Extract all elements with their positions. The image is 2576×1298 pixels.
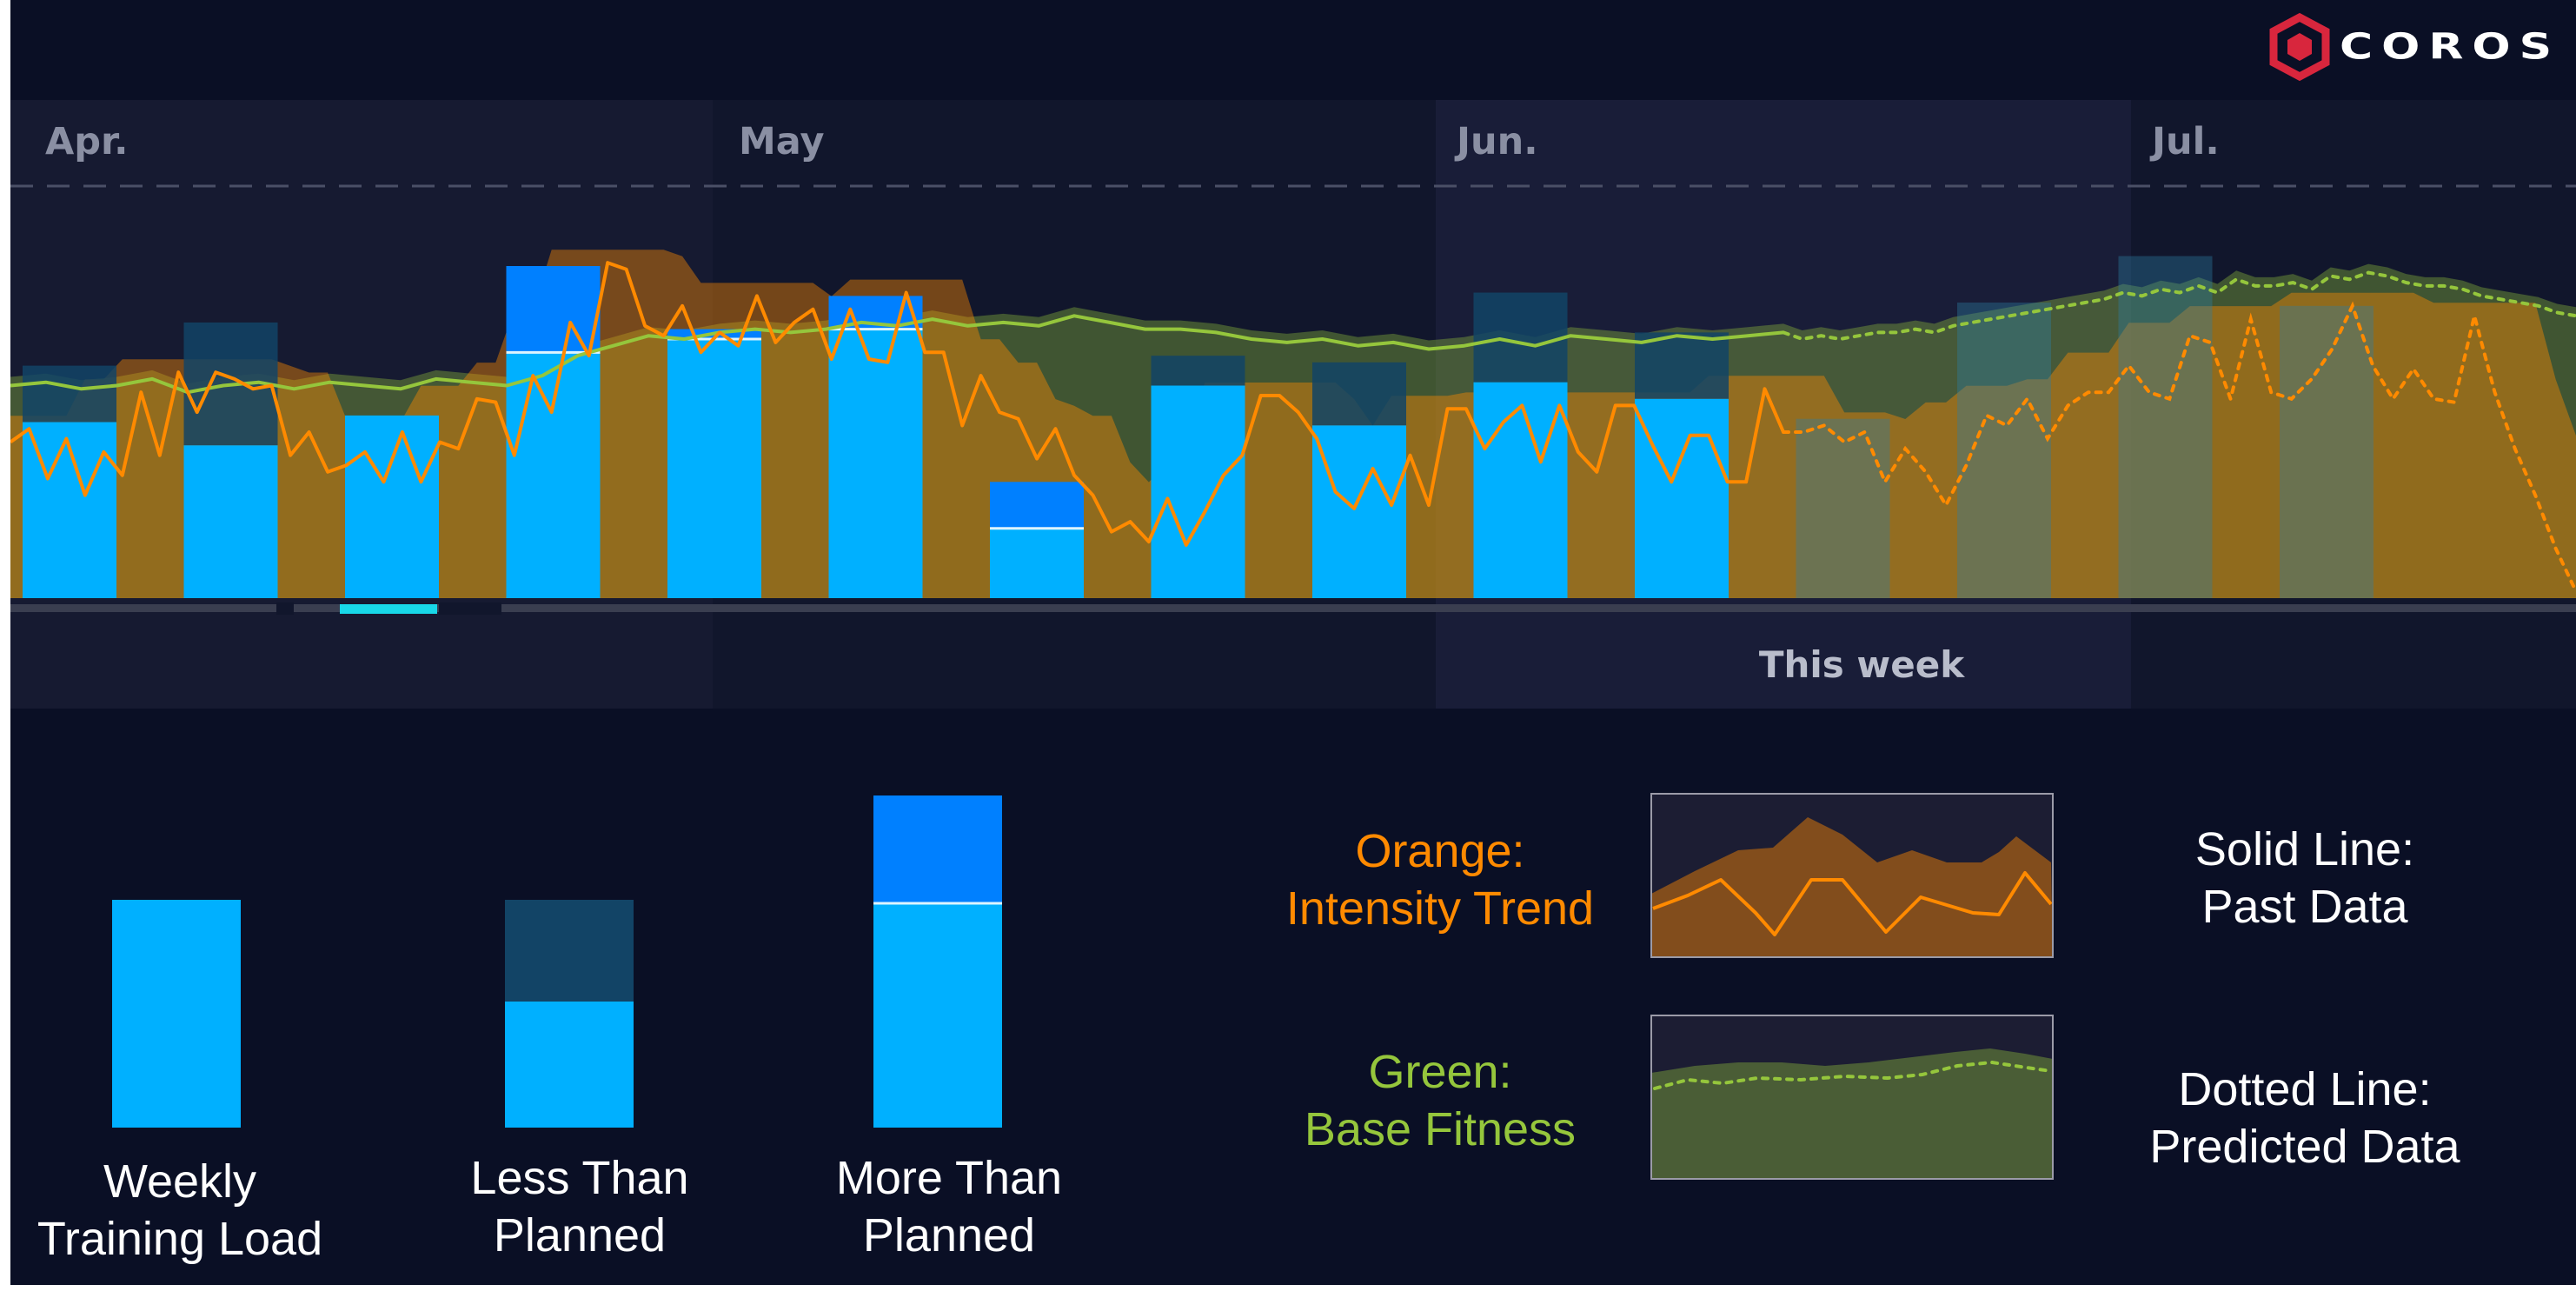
over-planned	[506, 266, 601, 353]
fitness-sample-fill	[1651, 1048, 2053, 1179]
fitness-sample-dotted-line	[1653, 1060, 2053, 1090]
intensity-sample-fill	[1651, 817, 2053, 957]
planned-bar-future	[2118, 256, 2213, 598]
legend-graphics	[112, 793, 2054, 1180]
week-bar-15	[2280, 305, 2374, 598]
timeline-gap-1	[276, 602, 294, 615]
week-bar-13	[1957, 303, 2051, 598]
month-label-may: May	[739, 120, 825, 163]
legend-less-planned-top	[505, 900, 634, 1002]
legend-solid-line2: Past Data	[2201, 881, 2408, 933]
timeline-track	[10, 604, 2576, 612]
week-bar-3	[345, 415, 439, 598]
base-fitness-fill	[10, 263, 2576, 598]
selected-week-marker	[340, 604, 437, 614]
week-bar-1	[23, 365, 116, 598]
intensity-sample-line	[1652, 871, 2053, 936]
chart-frame: Apr. May Jun. Jul. This week COROS Weekl…	[10, 0, 2576, 1285]
planned-remaining	[1312, 362, 1406, 426]
week-bar-2	[183, 322, 278, 598]
legend-solid-line-label: Solid Line: Past Data	[2105, 821, 2505, 935]
intensity-sample-border	[1650, 793, 2054, 958]
legend-weekly-bar	[112, 900, 241, 1128]
coros-logo-text: COROS	[2340, 26, 2561, 68]
week-bar-6	[828, 296, 923, 598]
legend-more-line2: Planned	[862, 1209, 1036, 1261]
week-bar-10	[1473, 292, 1568, 598]
planned-portion	[990, 528, 1084, 598]
intensity-trend-predicted-line	[1782, 301, 2576, 594]
legend-fitness-sample	[1650, 1015, 2054, 1180]
actual-load	[183, 445, 278, 598]
legend-weekly-load-label: Weekly Training Load	[10, 1153, 349, 1268]
planned-bar-future	[1957, 303, 2051, 598]
legend-intensity-sample	[1650, 793, 2054, 958]
planned-portion	[667, 339, 761, 598]
week-bar-7	[990, 482, 1084, 598]
legend-solid-line1: Solid Line:	[2194, 823, 2415, 875]
month-label-apr: Apr.	[45, 120, 129, 163]
coros-logo-icon	[2269, 12, 2330, 82]
legend-more-than-planned-label: More Than Planned	[784, 1149, 1114, 1264]
legend-less-line1: Less Than	[470, 1152, 689, 1204]
planned-remaining	[1635, 332, 1729, 399]
actual-load	[1473, 382, 1568, 598]
planned-bar-future	[2280, 305, 2374, 598]
actual-load	[1151, 385, 1245, 598]
planned-portion	[345, 415, 439, 598]
legend-dotted-line1: Dotted Line:	[2178, 1063, 2432, 1115]
legend-dotted-line-label: Dotted Line: Predicted Data	[2105, 1061, 2505, 1175]
legend-weekly-line2: Training Load	[37, 1213, 323, 1265]
legend-green-name: Base Fitness	[1304, 1103, 1577, 1155]
coros-logo: COROS	[2267, 12, 2569, 85]
month-label-jul: Jul.	[2152, 120, 2220, 163]
timeline-gap-2	[439, 602, 501, 615]
planned-remaining	[23, 365, 116, 423]
legend-less-actual	[505, 1002, 634, 1128]
timeline-gaps	[276, 602, 501, 615]
fitness-sample-border	[1650, 1015, 2054, 1180]
legend-less-line2: Planned	[493, 1209, 667, 1261]
base-fitness-area	[10, 263, 2576, 598]
legend-base-fitness-label: Green: Base Fitness	[1236, 1043, 1644, 1158]
actual-load	[1312, 425, 1406, 598]
trend-lines	[10, 261, 2576, 594]
legend-less-than-planned-label: Less Than Planned	[415, 1149, 745, 1264]
planned-remaining	[1473, 292, 1568, 383]
week-bar-8	[1151, 356, 1245, 598]
planned-portion	[828, 329, 923, 598]
legend-more-planned	[873, 903, 1002, 1128]
planned-remaining	[1151, 356, 1245, 386]
week-bar-9	[1312, 362, 1406, 598]
week-bar-14	[2118, 256, 2213, 598]
legend-orange-title: Orange:	[1355, 825, 1525, 877]
intensity-trend-line	[10, 261, 1785, 547]
training-load-chart	[10, 100, 2576, 1180]
legend-dotted-line2: Predicted Data	[2149, 1121, 2460, 1173]
week-bar-5	[667, 329, 761, 598]
week-bar-11	[1635, 332, 1729, 598]
base-fitness-predicted-line	[1782, 270, 2576, 342]
legend-more-line1: More Than	[835, 1152, 1063, 1204]
planned-bar-future	[1796, 418, 1890, 598]
legend-more-over	[873, 795, 1002, 903]
this-week-label: This week	[1758, 643, 1965, 686]
week-bar-4	[506, 266, 601, 598]
planned-portion	[506, 352, 601, 598]
fitness-sample-bg	[1651, 1015, 2053, 1179]
month-label-jun: Jun.	[1457, 120, 1538, 163]
actual-load	[1635, 398, 1729, 598]
legend-orange-name: Intensity Trend	[1285, 882, 1595, 935]
over-planned	[990, 482, 1084, 529]
legend-intensity-trend-label: Orange: Intensity Trend	[1236, 822, 1644, 937]
legend-green-title: Green:	[1368, 1046, 1512, 1098]
week-bar-12	[1796, 418, 1890, 598]
intensity-sample-bg	[1651, 794, 2053, 957]
legend-weekly-line1: Weekly	[103, 1155, 257, 1208]
